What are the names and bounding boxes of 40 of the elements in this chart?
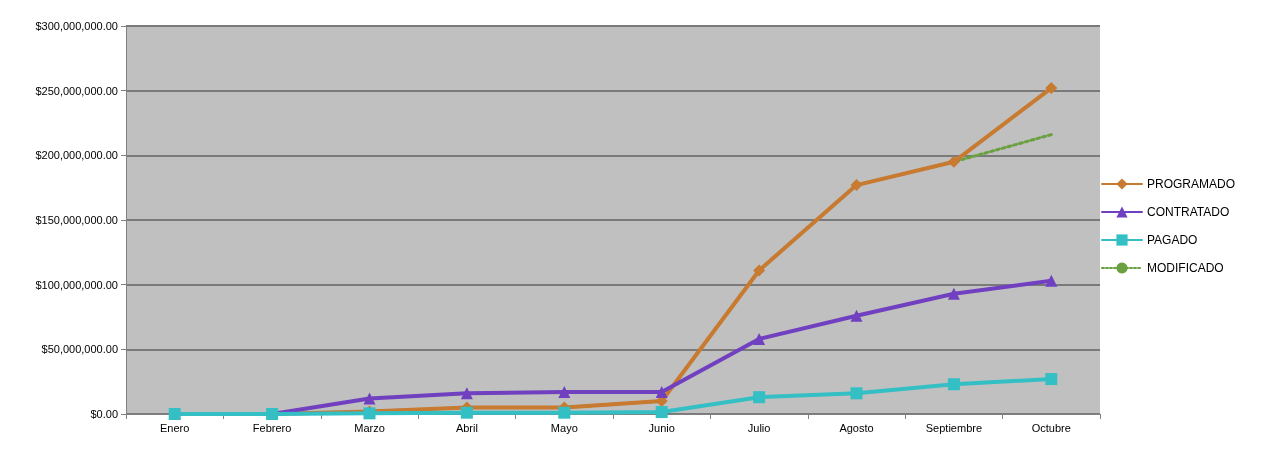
point bbox=[558, 406, 571, 419]
legend-label: CONTRATADO bbox=[1146, 205, 1230, 219]
point bbox=[850, 309, 863, 322]
legend-label: PROGRAMADO bbox=[1146, 177, 1236, 191]
y-tick-label: $300,000,000.00 bbox=[35, 20, 118, 32]
legend-label: MODIFICADO bbox=[1146, 261, 1224, 275]
y-tick-label: $50,000,000.00 bbox=[41, 343, 118, 356]
point bbox=[850, 387, 863, 400]
y-tick-label: $250,000,000.00 bbox=[35, 84, 118, 97]
point bbox=[655, 386, 668, 399]
x-tick-label: Agosto bbox=[839, 421, 874, 434]
x-tick-label: Marzo bbox=[354, 421, 385, 434]
x-tick-label: Septiembre bbox=[925, 421, 983, 434]
x-tick-label: Mayo bbox=[550, 421, 578, 434]
point bbox=[363, 392, 376, 405]
point bbox=[947, 155, 960, 168]
x-tick-label: Octubre bbox=[1031, 421, 1071, 434]
y-tick-label: $0.00 bbox=[90, 408, 118, 420]
legend-label: PAGADO bbox=[1146, 233, 1198, 247]
point bbox=[850, 179, 863, 192]
point bbox=[460, 406, 473, 419]
x-tick-label: Enero bbox=[160, 421, 190, 434]
point bbox=[753, 332, 766, 345]
point bbox=[460, 387, 473, 400]
point bbox=[753, 391, 766, 404]
x-tick-label: Abril bbox=[455, 421, 478, 434]
point bbox=[1045, 82, 1058, 95]
point bbox=[947, 287, 960, 300]
point bbox=[655, 406, 668, 419]
point bbox=[558, 386, 571, 399]
point bbox=[1045, 274, 1058, 287]
point bbox=[947, 378, 960, 391]
point bbox=[753, 264, 766, 277]
point bbox=[1045, 373, 1058, 386]
x-tick-label: Julio bbox=[747, 421, 771, 434]
y-tick-label: $200,000,000.00 bbox=[35, 149, 118, 162]
y-tick-label: $100,000,000.00 bbox=[35, 278, 118, 291]
x-tick-label: Febrero bbox=[252, 421, 292, 434]
y-tick-label: $150,000,000.00 bbox=[35, 214, 118, 226]
x-tick-label: Junio bbox=[648, 421, 675, 434]
